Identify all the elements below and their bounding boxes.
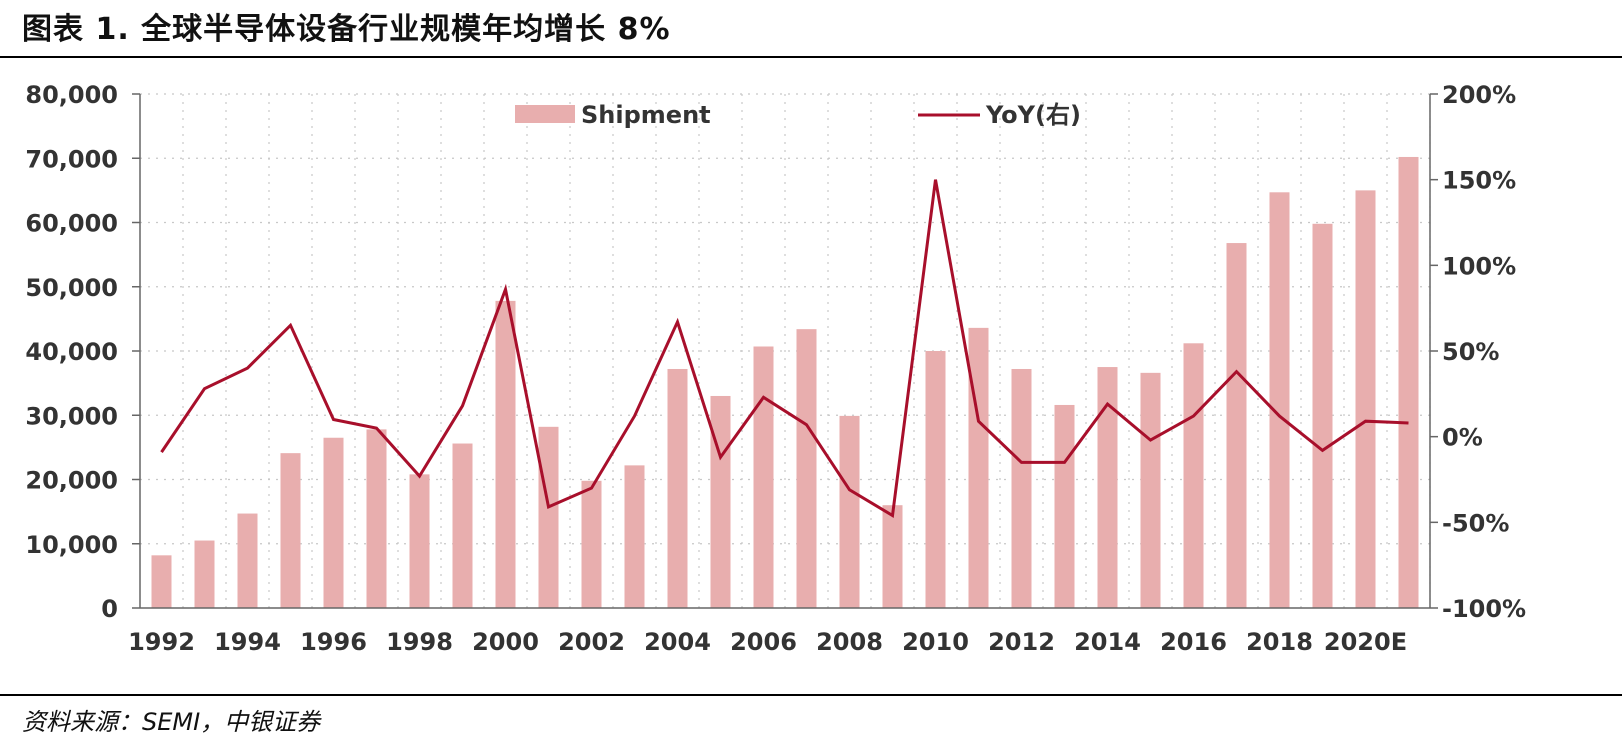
legend-swatch-shipment: [515, 105, 575, 123]
shipment-bar: [237, 513, 258, 608]
right-tick-label: 0%: [1442, 424, 1483, 452]
shipment-bar: [581, 480, 602, 608]
x-tick-label: 2018: [1246, 628, 1313, 656]
shipment-bar: [1011, 368, 1032, 608]
left-axis-ticks: 0 10,000 20,000 30,000 40,000 50,000 60,000 70,…: [25, 81, 118, 623]
legend: Shipment YoY(右): [515, 101, 1081, 129]
right-tick-label: -50%: [1442, 509, 1509, 537]
source-note: 资料来源：SEMI，中银证券: [22, 708, 321, 736]
shipment-bar: [796, 329, 817, 608]
x-tick-label: 1998: [386, 628, 453, 656]
x-tick-label: 2016: [1160, 628, 1227, 656]
right-tick-label: -100%: [1442, 595, 1526, 623]
shipment-bar: [839, 415, 860, 608]
shipment-bar: [280, 453, 301, 608]
x-tick-label: 2000: [472, 628, 539, 656]
right-axis-ticks: -100% -50% 0% 50% 100% 150% 200%: [1442, 81, 1526, 623]
chart: 0 10,000 20,000 30,000 40,000 50,000 60,000 70,…: [25, 81, 1526, 656]
shipment-bar: [925, 351, 946, 608]
axes: [132, 93, 1438, 609]
x-tick-label: 2020E: [1324, 628, 1407, 656]
left-tick-label: 50,000: [25, 274, 118, 302]
left-tick-label: 60,000: [25, 210, 118, 238]
x-tick-label: 2002: [558, 628, 625, 656]
x-tick-label: 2014: [1074, 628, 1141, 656]
x-tick-label: 1996: [300, 628, 367, 656]
shipment-bar: [968, 327, 989, 608]
right-tick-label: 100%: [1442, 252, 1516, 280]
shipment-bar: [151, 555, 172, 608]
x-tick-label: 1992: [128, 628, 195, 656]
shipment-bar: [366, 429, 387, 608]
shipment-bar: [710, 395, 731, 608]
shipment-bar: [882, 505, 903, 608]
shipment-bar: [667, 368, 688, 608]
shipment-bar: [538, 426, 559, 608]
x-tick-label: 1994: [214, 628, 281, 656]
legend-label-shipment: Shipment: [581, 101, 711, 129]
yoy-line-group: [160, 179, 1409, 518]
left-tick-label: 10,000: [25, 531, 118, 559]
title-divider: [0, 56, 1622, 58]
right-tick-label: 200%: [1442, 81, 1516, 109]
x-tick-label: 2006: [730, 628, 797, 656]
left-tick-label: 70,000: [25, 145, 118, 173]
x-tick-label: 2012: [988, 628, 1055, 656]
shipment-bar: [409, 474, 430, 608]
left-tick-label: 40,000: [25, 338, 118, 366]
shipment-bar: [624, 465, 645, 608]
shipment-bar: [1269, 192, 1290, 609]
shipment-bar: [1398, 156, 1419, 608]
chart-title: 图表 1. 全球半导体设备行业规模年均增长 8%: [22, 12, 671, 47]
left-tick-label: 0: [101, 595, 118, 623]
yoy-line: [160, 179, 1409, 518]
shipment-bar: [323, 437, 344, 608]
shipment-bar: [1312, 223, 1333, 608]
shipment-bar: [1140, 372, 1161, 608]
shipment-bar: [1054, 404, 1075, 608]
shipment-bar: [1355, 190, 1376, 608]
x-tick-label: 2004: [644, 628, 711, 656]
shipment-bar: [452, 443, 473, 608]
shipment-bar: [1226, 243, 1247, 608]
shipment-bars: [151, 156, 1419, 609]
x-tick-label: 2008: [816, 628, 883, 656]
legend-label-yoy: YoY(右): [985, 101, 1081, 129]
left-tick-label: 30,000: [25, 402, 118, 430]
source-divider: [0, 694, 1622, 696]
x-tick-label: 2010: [902, 628, 969, 656]
x-axis-ticks: 1992 1994 1996 1998 2000 2002 2004 2006 2008 2010…: [128, 628, 1407, 656]
right-tick-label: 150%: [1442, 167, 1516, 195]
left-tick-label: 20,000: [25, 467, 118, 495]
right-tick-label: 50%: [1442, 338, 1499, 366]
shipment-bar: [194, 540, 215, 608]
left-tick-label: 80,000: [25, 81, 118, 109]
shipment-bar: [1183, 343, 1204, 608]
shipment-bar: [495, 300, 516, 608]
shipment-bar: [753, 346, 774, 608]
shipment-bar: [1097, 367, 1118, 608]
